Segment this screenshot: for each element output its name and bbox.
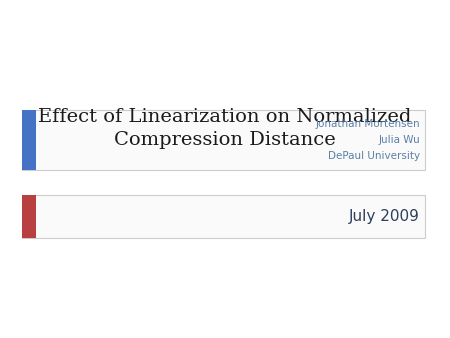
FancyBboxPatch shape [22,195,425,238]
FancyBboxPatch shape [22,195,36,238]
Text: Jonathan Mortensen
Julia Wu
DePaul University: Jonathan Mortensen Julia Wu DePaul Unive… [315,119,420,161]
FancyBboxPatch shape [22,110,36,170]
FancyBboxPatch shape [22,110,425,170]
Text: Effect of Linearization on Normalized
Compression Distance: Effect of Linearization on Normalized Co… [38,108,412,149]
Text: July 2009: July 2009 [349,209,420,224]
